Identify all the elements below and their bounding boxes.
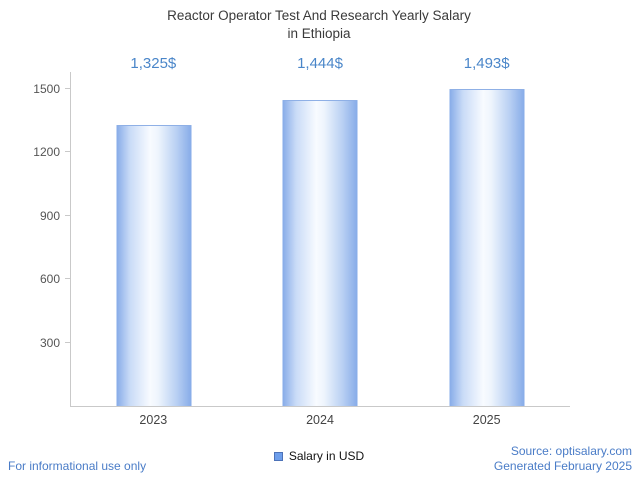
generated-text: Generated February 2025 [493,459,632,474]
bar-column-2024 [237,72,403,406]
x-axis-label-2024: 2024 [306,413,334,427]
chart-title-line-2: in Ethiopia [287,26,351,42]
y-axis-tick-label: 1500 [33,81,60,96]
y-axis-tick-mark [65,87,71,89]
legend-swatch-icon [273,451,283,461]
legend: Salary in USD [0,449,638,463]
y-axis-tick-label: 600 [39,272,60,287]
disclaimer-text: For informational use only [8,459,147,473]
bar-2023 [116,124,192,406]
y-axis-tick-label: 1200 [33,145,60,160]
y-axis-tick-mark [65,214,71,216]
plot-area: 300 600 900 1200 1500 [33,72,570,407]
y-axis-tick-mark [65,341,71,343]
source-text: Source: optisalary.com [510,443,632,458]
y-axis-tick-mark [65,278,71,280]
y-axis-tick-label: 900 [39,208,60,223]
bar-2025 [449,89,525,406]
x-axis-label-2023: 2023 [139,413,168,427]
bar-column-2025 [404,72,570,406]
bar-2024 [282,99,358,406]
x-axis-labels: 2023 2024 2025 [70,413,570,427]
value-labels-row: 1,325$ 1,444$ 1,493$ [70,55,570,72]
y-axis-tick-label: 300 [39,335,60,350]
chart-title-line-1: Reactor Operator Test And Research Yearl… [167,8,471,23]
y-axis-tick-mark [65,151,71,153]
legend-label: Salary in USD [288,449,365,463]
x-axis-label-2025: 2025 [472,413,501,427]
value-label-2025: 1,493$ [463,55,510,72]
source-block: Source: optisalary.com Generated Februar… [494,444,632,475]
bar-column-2023 [71,72,237,406]
value-label-2023: 1,325$ [130,55,177,72]
chart-title: Reactor Operator Test And Research Yearl… [0,7,638,43]
value-label-2024: 1,444$ [297,55,343,72]
bars-container [71,72,570,406]
